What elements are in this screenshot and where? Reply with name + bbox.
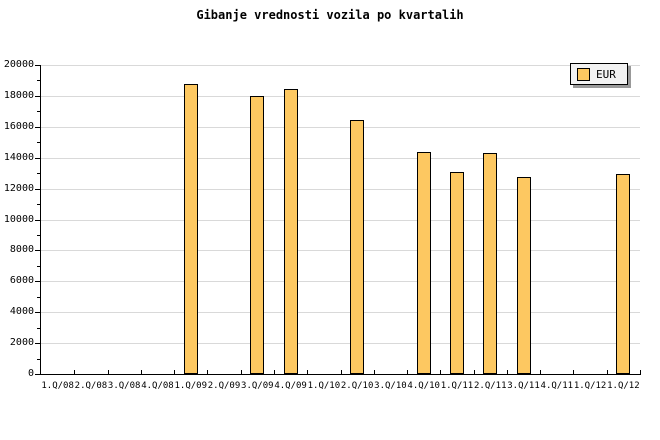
x-tick <box>640 370 641 374</box>
gridline <box>41 281 640 282</box>
x-tick <box>74 370 75 374</box>
x-tick <box>540 370 541 374</box>
x-axis-label: 1.Q/08 <box>41 381 74 391</box>
y-axis <box>40 65 41 375</box>
x-axis-label: 2.Q/09 <box>207 381 241 391</box>
y-axis-label: 16000 <box>3 121 34 132</box>
x-axis-label: 4.Q/10 <box>407 381 440 391</box>
bar-1.Q/12 <box>616 174 630 374</box>
x-axis-label: 1.Q/12 <box>573 381 607 391</box>
x-axis-label: 3.Q/08 <box>107 381 141 391</box>
y-axis-label: 6000 <box>9 275 34 286</box>
x-axis-label: 2.Q/10 <box>340 381 374 391</box>
y-major-tick <box>35 374 40 375</box>
bar-4.Q/10 <box>417 152 431 374</box>
y-minor-tick <box>37 266 40 267</box>
x-tick <box>207 370 208 374</box>
y-minor-tick <box>37 328 40 329</box>
x-axis-label: 1.Q/12 <box>607 381 640 391</box>
y-major-tick <box>35 250 40 251</box>
y-major-tick <box>35 220 40 221</box>
legend-label: EUR <box>596 67 616 81</box>
x-axis-label: 3.Q/10 <box>374 381 407 391</box>
legend-box: EUR <box>570 63 628 85</box>
y-major-tick <box>35 281 40 282</box>
y-axis-label: 2000 <box>9 337 34 348</box>
legend-swatch-eur <box>577 67 590 81</box>
y-minor-tick <box>37 80 40 81</box>
x-axis-label: 1.Q/11 <box>440 381 474 391</box>
bar-1.Q/11 <box>450 172 464 374</box>
x-tick <box>374 370 375 374</box>
x-axis-label: 4.Q/11 <box>540 381 574 391</box>
y-major-tick <box>35 312 40 313</box>
y-axis-label: 4000 <box>9 306 34 317</box>
y-axis-label: 8000 <box>9 244 34 255</box>
x-tick <box>607 370 608 374</box>
x-axis-label: 3.Q/09 <box>241 381 274 391</box>
y-minor-tick <box>37 204 40 205</box>
gridline <box>41 65 640 66</box>
y-axis-label: 0 <box>27 368 34 379</box>
gridline <box>41 127 640 128</box>
x-tick <box>440 370 441 374</box>
y-major-tick <box>35 343 40 344</box>
x-axis-label: 1.Q/09 <box>174 381 208 391</box>
gridline <box>41 96 640 97</box>
x-tick <box>274 370 275 374</box>
x-tick <box>407 370 408 374</box>
bar-3.Q/09 <box>250 96 264 374</box>
x-axis-label: 2.Q/11 <box>473 381 507 391</box>
y-axis-label: 12000 <box>3 183 34 194</box>
x-tick <box>507 370 508 374</box>
x-axis-label: 4.Q/09 <box>274 381 307 391</box>
y-major-tick <box>35 96 40 97</box>
bar-2.Q/10 <box>350 120 364 374</box>
y-major-tick <box>35 189 40 190</box>
y-minor-tick <box>37 173 40 174</box>
x-axis-label: 2.Q/08 <box>74 381 108 391</box>
x-tick <box>141 370 142 374</box>
gridline <box>41 189 640 190</box>
x-tick <box>241 370 242 374</box>
gridline <box>41 312 640 313</box>
x-tick <box>307 370 308 374</box>
y-minor-tick <box>37 142 40 143</box>
x-tick <box>108 370 109 374</box>
y-axis-label: 18000 <box>3 90 34 101</box>
x-tick <box>474 370 475 374</box>
bar-3.Q/11 <box>517 177 531 374</box>
gridline <box>41 220 640 221</box>
bar-1.Q/09 <box>184 84 198 374</box>
y-major-tick <box>35 158 40 159</box>
x-axis-label: 3.Q/11 <box>507 381 540 391</box>
y-major-tick <box>35 65 40 66</box>
x-tick <box>573 370 574 374</box>
x-tick <box>341 370 342 374</box>
bar-4.Q/09 <box>284 89 298 374</box>
bar-2.Q/11 <box>483 153 497 374</box>
x-tick <box>174 370 175 374</box>
y-major-tick <box>35 127 40 128</box>
gridline <box>41 250 640 251</box>
x-axis-label: 4.Q/08 <box>141 381 174 391</box>
y-minor-tick <box>37 111 40 112</box>
y-minor-tick <box>37 235 40 236</box>
y-axis-label: 20000 <box>3 59 34 70</box>
chart-title: Gibanje vrednosti vozila po kvartalih <box>196 8 464 22</box>
x-axis <box>40 374 641 375</box>
y-minor-tick <box>37 359 40 360</box>
gridline <box>41 343 640 344</box>
x-axis-label: 1.Q/10 <box>307 381 341 391</box>
y-axis-label: 10000 <box>3 214 34 225</box>
gridline <box>41 158 640 159</box>
y-minor-tick <box>37 297 40 298</box>
y-axis-label: 14000 <box>3 152 34 163</box>
